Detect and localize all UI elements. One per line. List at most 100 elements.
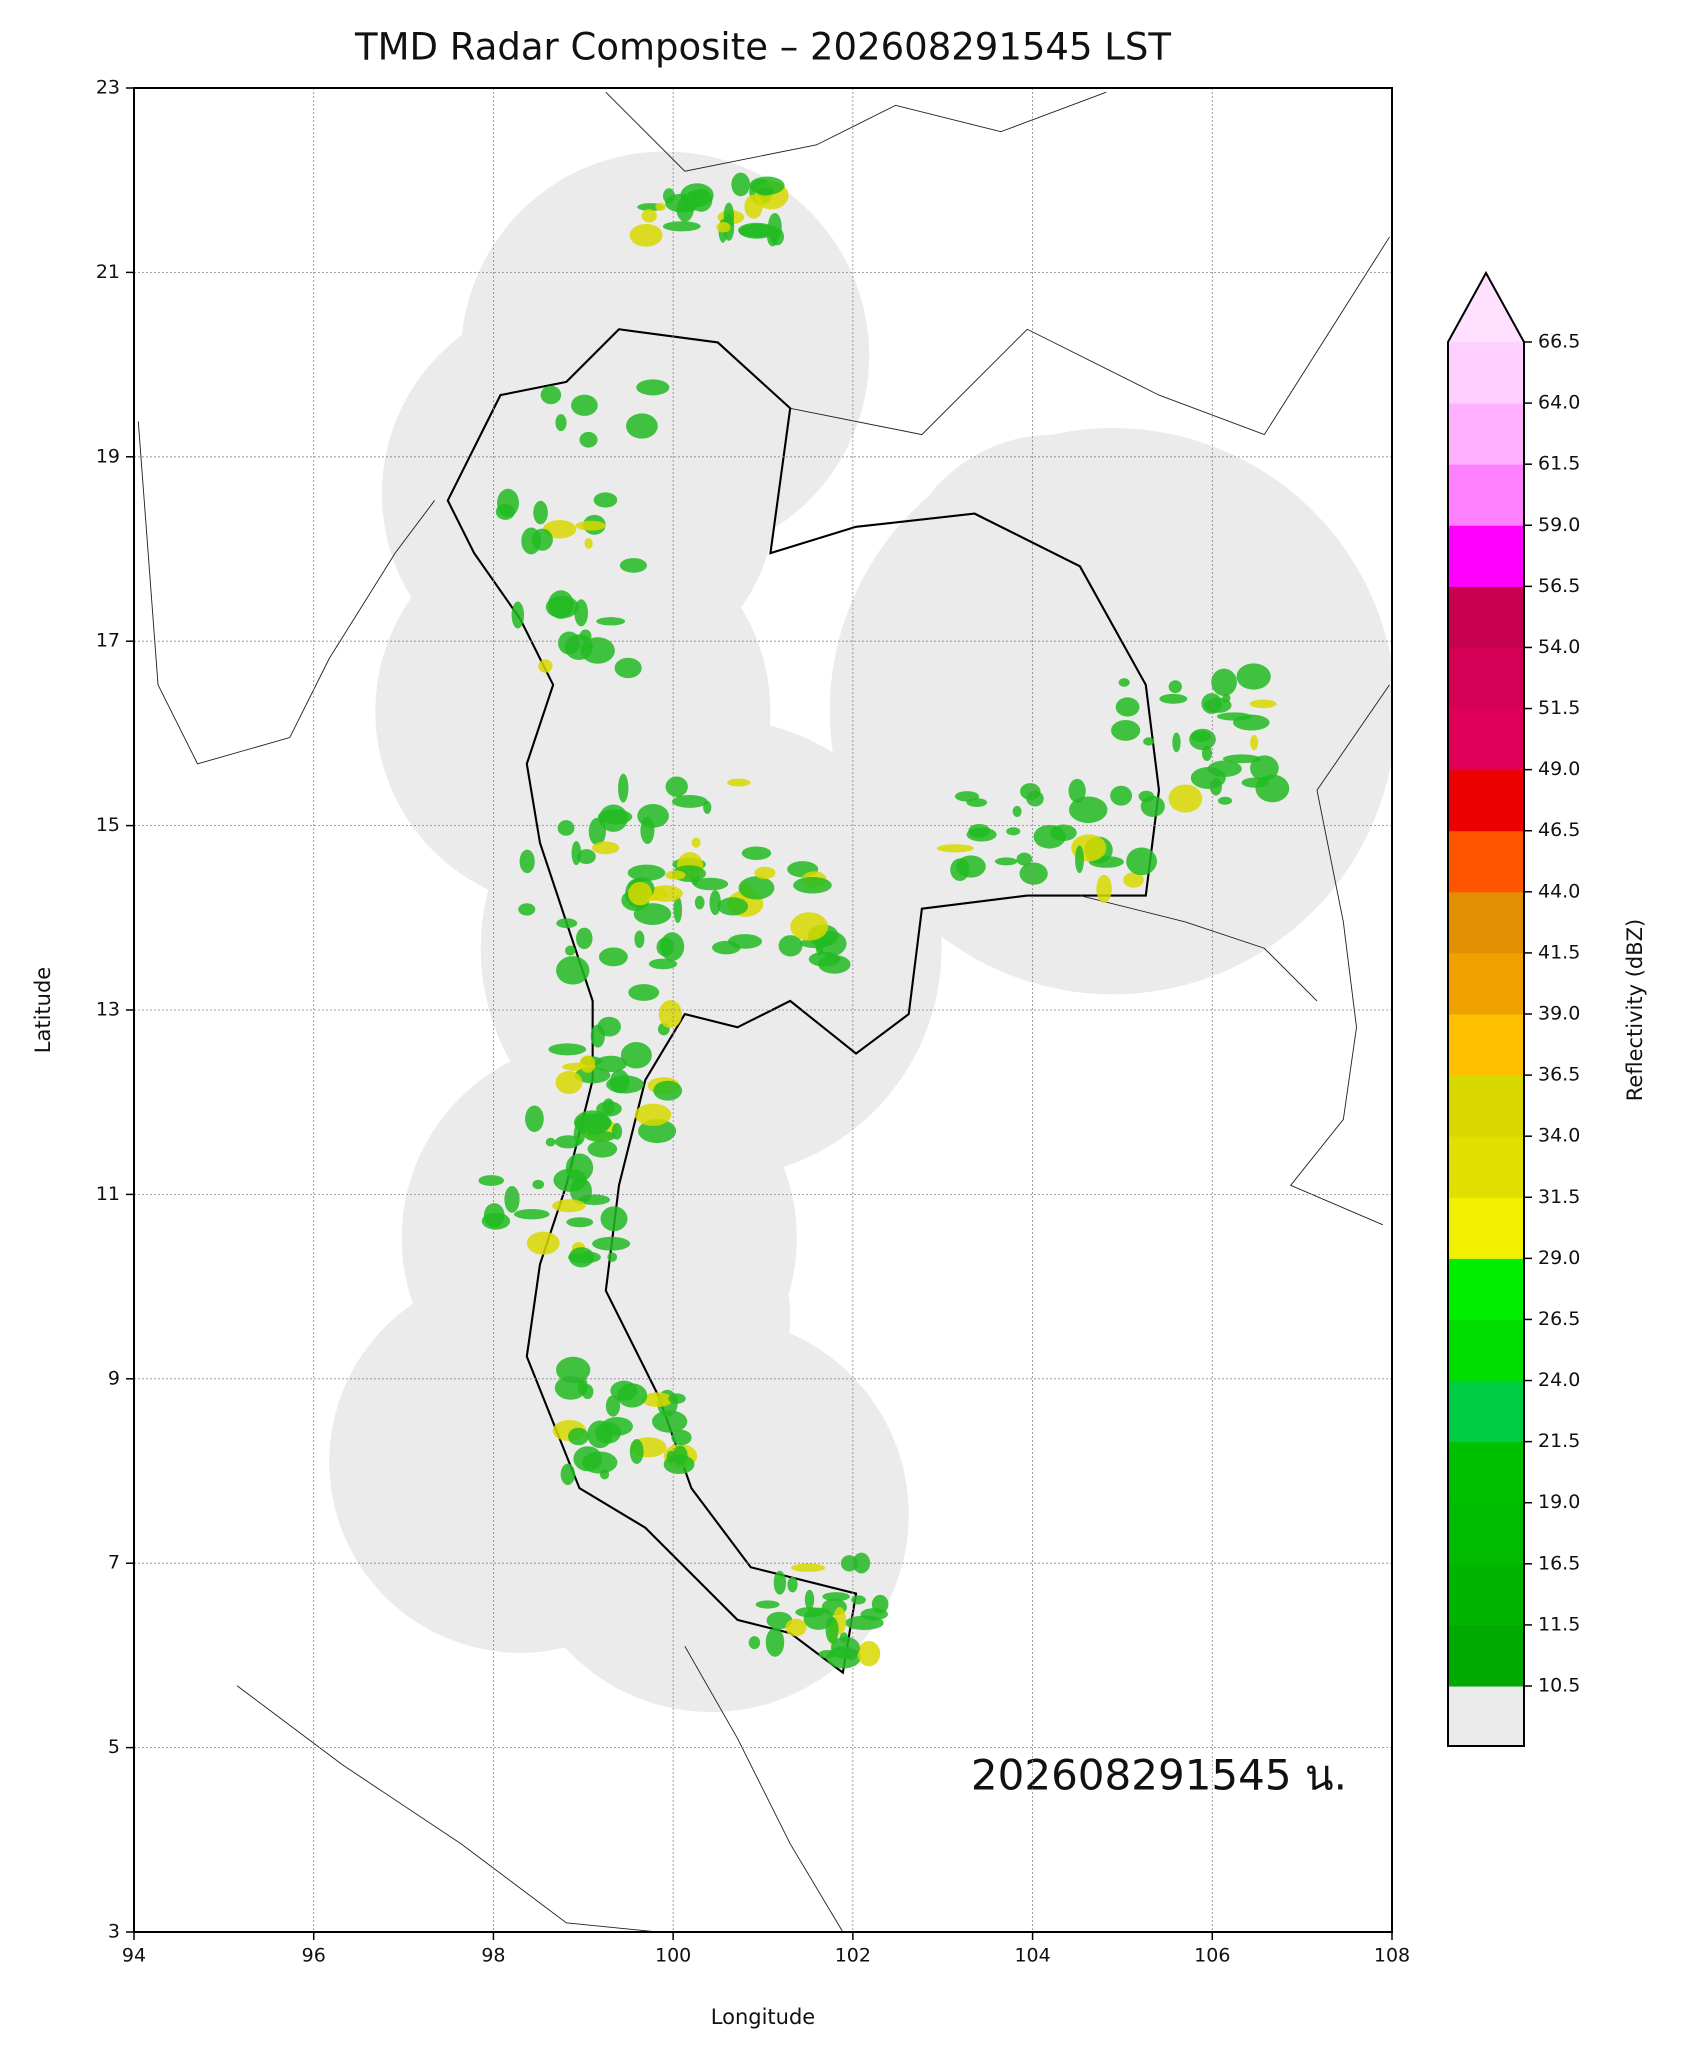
y-tick-label: 17 [96, 630, 120, 652]
echo-patch [956, 855, 986, 878]
echo-patch [1126, 847, 1157, 876]
colorbar-tick-label: 41.5 [1538, 941, 1580, 963]
echo-patch [578, 1194, 611, 1206]
echo-patch [592, 1236, 631, 1251]
echo-patch [727, 778, 751, 787]
echo-patch [557, 820, 575, 836]
echo-patch [754, 866, 776, 880]
echo-patch [552, 1199, 586, 1213]
colorbar-tick-label: 19.0 [1538, 1491, 1580, 1513]
echo-patch [1217, 796, 1233, 805]
echo-patch [663, 188, 675, 204]
colorbar-tick-label: 51.5 [1538, 697, 1580, 719]
echo-patch [738, 876, 775, 900]
echo-patch [684, 199, 698, 212]
coastline [1289, 684, 1390, 1226]
echo-patch [765, 1627, 785, 1657]
colorbar-under [1448, 1686, 1524, 1746]
echo-patch [785, 1618, 807, 1637]
echo-patch [629, 1438, 644, 1464]
echo-patch [1096, 874, 1112, 903]
colorbar-segment [1448, 952, 1524, 1015]
colorbar-segment [1448, 464, 1524, 526]
echo-patch [1159, 693, 1188, 704]
colorbar-tick-label: 54.0 [1538, 636, 1580, 658]
echo-patch [532, 1179, 545, 1190]
echo-patch [773, 1570, 787, 1595]
echo-patch [727, 934, 763, 949]
echo-patch [619, 558, 647, 573]
echo-patch [778, 935, 803, 957]
map-title: TMD Radar Composite – 202608291545 LST [354, 26, 1171, 69]
colorbar-segment [1448, 1624, 1524, 1687]
x-tick-label: 98 [481, 1945, 505, 1967]
echo-patch [787, 1576, 798, 1593]
y-tick-label: 15 [96, 814, 120, 836]
echo-patch [671, 1429, 692, 1446]
echo-patch [584, 538, 593, 549]
y-tick-label: 23 [96, 77, 120, 99]
echo-patch [665, 776, 688, 797]
colorbar-tick-label: 44.0 [1538, 880, 1580, 902]
echo-patch [1168, 680, 1182, 694]
echo-patch [830, 1636, 861, 1659]
echo-patch [610, 1069, 630, 1094]
echo-patch [526, 1231, 560, 1255]
echo-patch [648, 885, 683, 902]
echo-patch [513, 1209, 550, 1220]
echo-patch [1216, 712, 1252, 721]
colorbar-segment [1448, 708, 1524, 771]
echo-patch [793, 876, 832, 894]
echo-patch [593, 492, 618, 508]
colorbar-segment [1448, 525, 1524, 587]
echo-patch [741, 846, 772, 860]
echo-patch [628, 984, 660, 1001]
echo-patch [594, 1422, 621, 1444]
echo-patch [627, 864, 666, 881]
colorbar-tick-label: 59.0 [1538, 514, 1580, 536]
echo-patch [626, 413, 658, 439]
echo-patch [596, 617, 626, 626]
echo-patch [1201, 693, 1222, 714]
y-tick-label: 11 [96, 1183, 120, 1205]
echo-patch [518, 903, 536, 916]
radar-coverage [526, 1185, 791, 1449]
echo-patch [1250, 755, 1279, 781]
echo-patch [822, 1592, 850, 1602]
colorbar-segment [1448, 1258, 1524, 1320]
echo-patch [1118, 678, 1130, 687]
echo-patch [568, 1427, 589, 1446]
colorbar-segment [1448, 1441, 1524, 1504]
coastline [790, 236, 1390, 436]
colorbar-tick-label: 16.5 [1538, 1552, 1580, 1574]
echo-patch [673, 896, 683, 924]
colorbar-segment [1448, 830, 1524, 893]
echo-patch [555, 1070, 583, 1095]
echo-patch [1115, 697, 1140, 717]
echo-patch [755, 1600, 780, 1609]
colorbar-segment [1448, 647, 1524, 710]
echo-patch [610, 1380, 638, 1401]
map-decoration [137, 91, 1392, 1932]
echo-patch [556, 956, 590, 985]
colorbar-frame [1447, 270, 1525, 1747]
echo-patch [629, 223, 663, 247]
y-tick-label: 5 [108, 1736, 120, 1758]
x-axis-label: Longitude [711, 2005, 815, 2029]
echo-patch [1123, 872, 1144, 888]
echo-patch [1006, 827, 1021, 836]
echo-patch [851, 1595, 866, 1605]
echo-patch [671, 795, 708, 808]
echo-patch [640, 816, 655, 844]
echo-patch [756, 187, 775, 196]
y-tick-label: 21 [96, 261, 120, 283]
echo-patch [545, 1137, 556, 1147]
country-border [446, 328, 1161, 1675]
echo-patch [1140, 795, 1165, 817]
echo-patch [575, 520, 606, 531]
echo-patch [968, 823, 991, 838]
echo-patch [738, 222, 776, 238]
y-tick-label: 7 [108, 1552, 120, 1574]
echo-patch [790, 912, 829, 941]
x-tick-label: 94 [122, 1945, 146, 1967]
